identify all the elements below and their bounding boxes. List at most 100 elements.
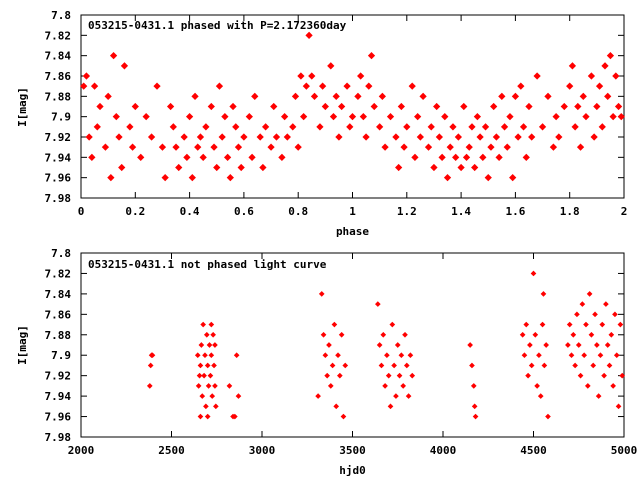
data-point [259, 163, 267, 172]
data-point [172, 143, 180, 151]
y-tick-label: 7.96 [45, 172, 72, 185]
data-point [384, 352, 390, 359]
data-point [229, 102, 237, 111]
data-point [382, 383, 388, 389]
data-point [519, 123, 528, 131]
data-point [617, 113, 625, 121]
data-point [430, 163, 438, 172]
y-tick-label: 7.88 [45, 90, 72, 103]
data-point [454, 133, 463, 141]
data-point [500, 123, 509, 131]
data-point [595, 393, 602, 399]
data-point [318, 291, 325, 297]
data-point [208, 352, 215, 359]
data-point [594, 342, 600, 348]
data-point [206, 342, 213, 348]
data-point [394, 342, 401, 348]
data-point [146, 383, 153, 389]
x-tick-label: 1.8 [560, 205, 580, 218]
data-point [326, 342, 332, 348]
phased-light-curve-panel: 0 0.2 0.4 0.6 0.8 1 1.2 1.4 1.6 1.8 2 7.8 7.82 7.84 7.… [16, 9, 627, 238]
data-point [506, 113, 514, 121]
data-point [240, 133, 248, 141]
data-point [395, 163, 403, 172]
data-point [169, 123, 177, 131]
data-point [207, 372, 214, 379]
data-point [565, 342, 571, 348]
data-point [212, 342, 218, 348]
data-point [338, 102, 346, 111]
data-point [543, 342, 549, 348]
data-point [514, 133, 522, 141]
data-point [194, 143, 202, 151]
data-point [610, 383, 616, 389]
data-point [291, 92, 300, 100]
y-tick-label: 7.86 [45, 308, 72, 321]
y-tick-label: 7.84 [45, 50, 72, 63]
y-axis-label: I[mag] [16, 325, 29, 365]
data-point [599, 321, 606, 328]
data-point [319, 82, 327, 90]
data-point [88, 153, 96, 161]
data-point [409, 372, 416, 379]
y-tick-label: 7.84 [45, 288, 72, 301]
data-point [576, 143, 585, 151]
data-point [126, 123, 134, 131]
data-point [197, 413, 204, 420]
data-point [209, 393, 216, 399]
data-point [333, 403, 340, 410]
data-point [614, 102, 623, 111]
data-point [367, 52, 376, 60]
data-point [128, 143, 137, 151]
data-point [226, 383, 233, 389]
data-point [305, 31, 313, 39]
data-point [396, 372, 403, 379]
data-point [212, 383, 218, 389]
data-point [342, 362, 349, 369]
data-point [118, 163, 126, 172]
data-point [392, 133, 400, 141]
data-point [544, 92, 552, 100]
data-point [492, 133, 501, 141]
data-point [391, 362, 397, 369]
data-point [175, 163, 183, 172]
data-point [537, 393, 544, 399]
data-point [471, 403, 478, 410]
data-point [438, 153, 446, 161]
data-point [370, 102, 378, 111]
data-point [200, 321, 206, 328]
unphased-light-curve-panel: 2000 2500 3000 3500 4000 4500 5000 7.8 7.82 7.84 7… [16, 247, 637, 477]
x-tick-label: 0 [78, 205, 85, 218]
data-point [433, 102, 441, 111]
data-point [523, 321, 530, 328]
data-point [149, 352, 156, 359]
data-point [297, 72, 305, 80]
data-point [528, 362, 535, 369]
data-point [120, 62, 129, 70]
data-point [80, 82, 88, 90]
data-point [188, 174, 196, 182]
data-point [522, 153, 530, 161]
data-point [199, 153, 207, 161]
x-tick-label: 2000 [68, 444, 95, 457]
data-point [248, 153, 256, 161]
data-point [549, 143, 558, 151]
x-tick-label: 1.4 [451, 205, 471, 218]
data-point [203, 403, 209, 410]
data-point [316, 123, 324, 131]
data-point [528, 133, 536, 141]
data-point [302, 82, 310, 90]
data-point [608, 331, 615, 338]
data-point [617, 321, 624, 328]
data-point [581, 352, 588, 359]
data-point [359, 113, 367, 121]
data-point [532, 331, 539, 338]
data-point [424, 143, 433, 151]
data-point [530, 270, 537, 277]
data-point [185, 113, 194, 121]
y-tick-label: 7.94 [45, 151, 72, 164]
x-tick-label: 2500 [158, 444, 185, 457]
data-point [521, 352, 528, 359]
data-point [245, 113, 253, 121]
data-point [324, 372, 330, 379]
